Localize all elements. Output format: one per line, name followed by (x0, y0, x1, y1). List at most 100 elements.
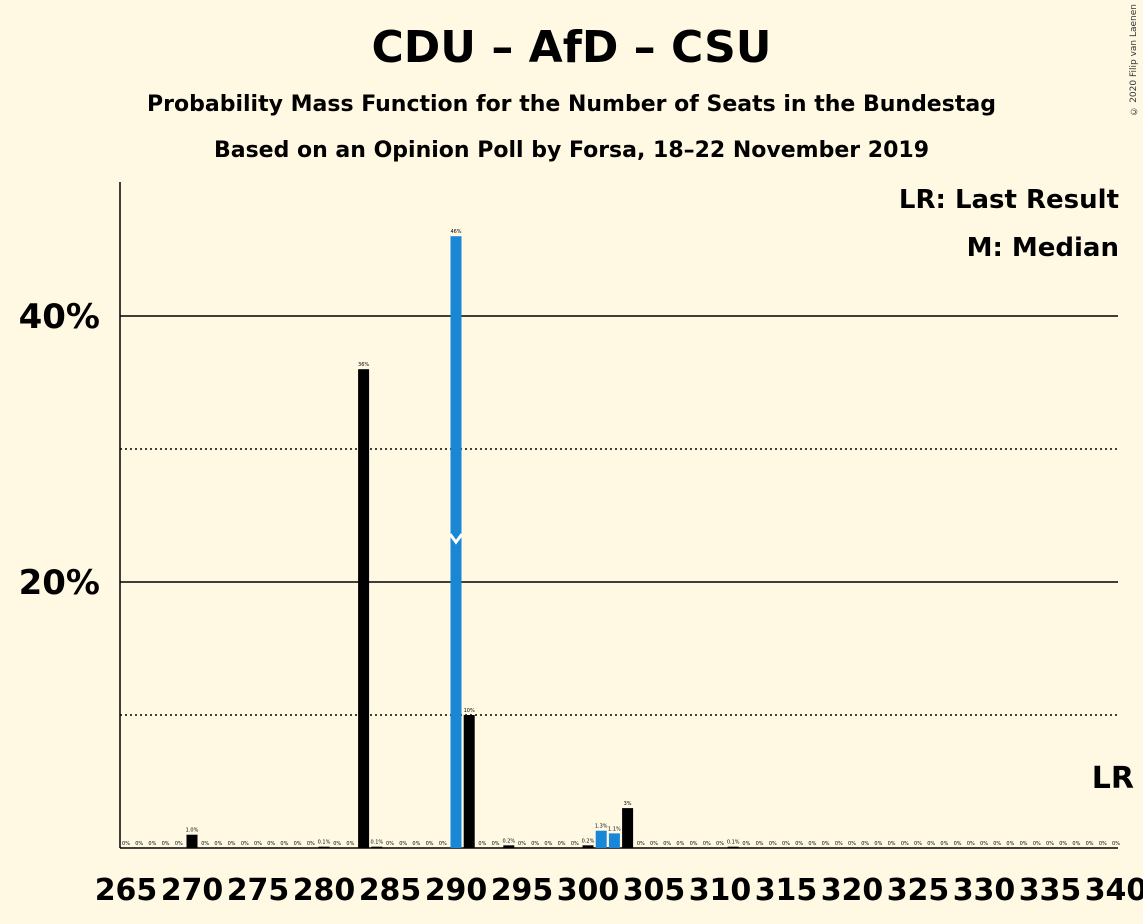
data-label-seat-293: 0% (492, 841, 500, 847)
data-label-seat-292: 0% (478, 841, 486, 847)
data-label-seat-322: 0% (874, 841, 882, 847)
bar-seat-284 (371, 846, 383, 848)
data-label-seat-324: 0% (901, 841, 909, 847)
data-label-seat-316: 0% (795, 841, 803, 847)
data-label-seat-319: 0% (835, 841, 843, 847)
bar-seat-270 (186, 834, 198, 848)
data-label-seat-312: 0% (742, 841, 750, 847)
bar-seat-301 (595, 830, 607, 848)
x-tick-label: 315 (755, 873, 818, 908)
data-label-seat-329: 0% (967, 841, 975, 847)
x-tick-label: 280 (293, 873, 356, 908)
data-label-seat-304: 0% (637, 841, 645, 847)
x-tick-label: 325 (887, 873, 950, 908)
x-tick-label: 340 (1085, 873, 1143, 908)
data-label-seat-334: 0% (1033, 841, 1041, 847)
x-tick-label: 265 (95, 873, 158, 908)
x-tick-label: 330 (953, 873, 1016, 908)
data-label-seat-300: 0.2% (582, 838, 595, 844)
x-tick-label: 305 (623, 873, 686, 908)
bar-seat-300 (582, 845, 594, 848)
data-label-seat-327: 0% (940, 841, 948, 847)
data-label-seat-268: 0% (162, 841, 170, 847)
x-tick-label: 335 (1019, 873, 1082, 908)
data-label-seat-320: 0% (848, 841, 856, 847)
y-tick-label: 40% (19, 297, 100, 337)
data-label-seat-333: 0% (1020, 841, 1028, 847)
data-label-seat-315: 0% (782, 841, 790, 847)
data-label-seat-305: 0% (650, 841, 658, 847)
median-marker (448, 533, 464, 545)
data-label-seat-328: 0% (954, 841, 962, 847)
data-label-seat-297: 0% (544, 841, 552, 847)
data-label-seat-317: 0% (808, 841, 816, 847)
legend-median: M: Median (966, 233, 1119, 263)
x-tick-label: 290 (425, 873, 488, 908)
data-label-seat-321: 0% (861, 841, 869, 847)
data-label-seat-323: 0% (888, 841, 896, 847)
x-tick-label: 285 (359, 873, 422, 908)
bar-seat-283 (358, 369, 370, 848)
data-label-seat-298: 0% (558, 841, 566, 847)
chart-title: CDU – AfD – CSU (371, 22, 772, 73)
data-label-seat-306: 0% (663, 841, 671, 847)
last-result-marker: LR (1092, 761, 1134, 796)
data-label-seat-336: 0% (1059, 841, 1067, 847)
bar-seat-294 (503, 845, 515, 848)
data-label-seat-331: 0% (993, 841, 1001, 847)
chart-subtitle: Probability Mass Function for the Number… (147, 92, 996, 117)
data-label-seat-278: 0% (294, 841, 302, 847)
data-label-seat-330: 0% (980, 841, 988, 847)
data-label-seat-311: 0.1% (727, 840, 740, 846)
data-label-seat-286: 0% (399, 841, 407, 847)
data-label-seat-282: 0% (346, 841, 354, 847)
x-tick-label: 310 (689, 873, 752, 908)
data-label-seat-289: 0% (439, 841, 447, 847)
data-label-seat-326: 0% (927, 841, 935, 847)
bar-seat-280 (318, 846, 330, 848)
data-label-seat-307: 0% (676, 841, 684, 847)
data-label-seat-309: 0% (703, 841, 711, 847)
data-label-seat-284: 0.1% (370, 840, 383, 846)
data-label-seat-281: 0% (333, 841, 341, 847)
data-label-seat-299: 0% (571, 841, 579, 847)
data-label-seat-272: 0% (214, 841, 222, 847)
data-label-seat-301: 1.3% (595, 824, 608, 830)
data-label-seat-285: 0% (386, 841, 394, 847)
data-label-seat-313: 0% (756, 841, 764, 847)
data-label-seat-266: 0% (135, 841, 143, 847)
data-label-seat-318: 0% (822, 841, 830, 847)
data-label-seat-340: 0% (1112, 841, 1120, 847)
data-label-seat-269: 0% (175, 841, 183, 847)
bar-seat-303 (622, 808, 634, 848)
data-label-seat-279: 0% (307, 841, 315, 847)
data-label-seat-295: 0% (518, 841, 526, 847)
data-label-seat-280: 0.1% (318, 840, 331, 846)
x-tick-label: 295 (491, 873, 554, 908)
data-label-seat-277: 0% (280, 841, 288, 847)
data-label-seat-338: 0% (1086, 841, 1094, 847)
x-tick-label: 320 (821, 873, 884, 908)
data-label-seat-335: 0% (1046, 841, 1054, 847)
bar-seat-302 (608, 833, 620, 848)
data-label-seat-287: 0% (412, 841, 420, 847)
data-label-seat-308: 0% (690, 841, 698, 847)
data-label-seat-271: 0% (201, 841, 209, 847)
bar-seat-291 (463, 715, 475, 848)
bar-seat-311 (727, 846, 739, 848)
legend-last-result: LR: Last Result (898, 185, 1119, 215)
chart-source: Based on an Opinion Poll by Forsa, 18–22… (213, 138, 930, 163)
data-label-seat-302: 1.1% (608, 826, 621, 832)
x-tick-label: 270 (161, 873, 224, 908)
data-label-seat-314: 0% (769, 841, 777, 847)
data-label-seat-290: 46% (450, 229, 461, 235)
data-label-seat-291: 10% (464, 708, 475, 714)
data-label-seat-276: 0% (267, 841, 275, 847)
data-label-seat-273: 0% (228, 841, 236, 847)
data-label-seat-310: 0% (716, 841, 724, 847)
x-tick-label: 275 (227, 873, 290, 908)
data-label-seat-296: 0% (531, 841, 539, 847)
data-label-seat-270: 1.0% (186, 828, 199, 834)
data-label-seat-275: 0% (254, 841, 262, 847)
